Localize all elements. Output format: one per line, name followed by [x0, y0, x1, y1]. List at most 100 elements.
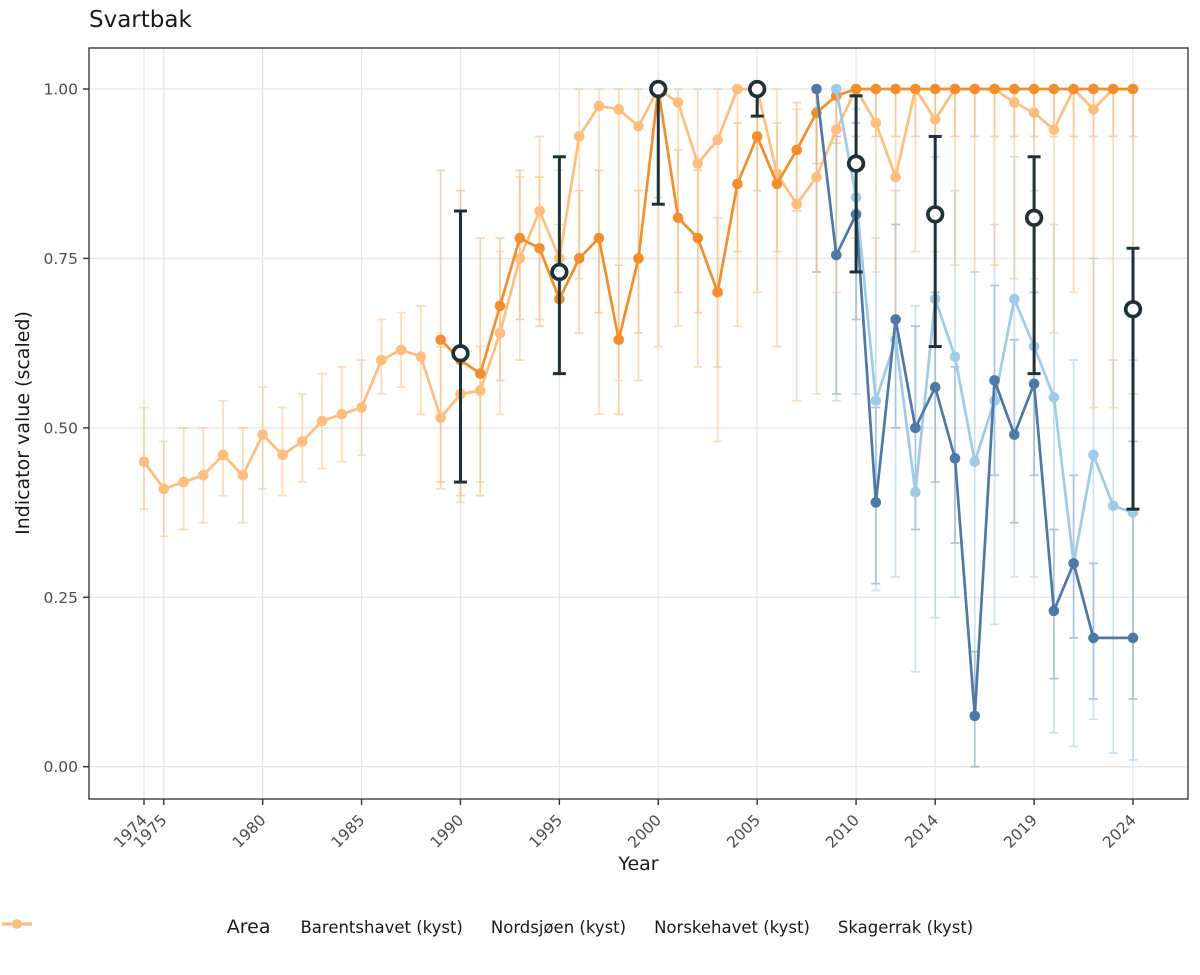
y-axis-title: Indicator value (scaled) — [12, 311, 34, 535]
data-point-skagerrak — [296, 436, 308, 447]
data-point-norskehavet — [1028, 83, 1040, 95]
data-point-skagerrak — [831, 124, 842, 135]
data-point-skagerrak — [1048, 124, 1060, 135]
data-point-norskehavet — [712, 287, 723, 298]
x-tick-label: 2000 — [624, 811, 665, 852]
x-tick-label: 2005 — [723, 811, 764, 852]
data-point-skagerrak — [613, 104, 625, 115]
legend-label-barentshavet: Barentshavet (kyst) — [300, 917, 463, 937]
data-point-skagerrak — [376, 354, 387, 366]
legend-marker-skagerrak — [2, 919, 32, 929]
data-point-norskehavet — [949, 83, 961, 95]
series-line-nordsjoen — [834, 88, 1134, 565]
data-point-skagerrak — [237, 469, 249, 481]
data-point-barentshavet — [1068, 558, 1079, 569]
black-open-circle-point — [1024, 208, 1044, 227]
data-point-skagerrak — [1028, 107, 1040, 119]
data-point-norskehavet — [435, 334, 447, 346]
errorbars-nordsjoen — [831, 88, 1138, 761]
data-point-skagerrak — [277, 449, 288, 461]
y-tick-label: 1.00 — [43, 81, 78, 99]
data-point-norskehavet — [494, 300, 506, 312]
legend-label-skagerrak: Skagerrak (kyst) — [837, 917, 974, 937]
data-point-skagerrak — [257, 429, 268, 440]
black-open-circle-point — [926, 205, 945, 224]
data-point-skagerrak — [672, 97, 684, 108]
series-line-norskehavet — [439, 87, 1133, 375]
black-open-circle-point — [748, 79, 767, 99]
y-tick-label: 0.50 — [43, 419, 78, 437]
data-point-skagerrak — [494, 327, 506, 339]
legend-item-norskehavet: Norskehavet (kyst) — [2, 917, 810, 937]
data-point-norskehavet — [593, 232, 605, 244]
data-point-norskehavet — [613, 334, 625, 346]
data-point-nordsjoen — [1048, 392, 1060, 403]
chart-legend: Area Barentshavet (kyst) Nordsjøen (kyst)… — [0, 916, 1200, 938]
data-point-norskehavet — [1088, 83, 1099, 95]
legend-item-barentshavet: Barentshavet (kyst) — [2, 917, 463, 937]
data-point-skagerrak — [593, 100, 605, 112]
data-point-skagerrak — [395, 344, 407, 356]
x-tick-label: 2014 — [901, 811, 942, 852]
legend-marker-dot — [12, 919, 22, 929]
data-point-skagerrak — [356, 402, 367, 413]
data-point-barentshavet — [870, 497, 882, 508]
data-point-nordsjoen — [1107, 500, 1119, 512]
data-point-barentshavet — [1048, 605, 1060, 617]
data-point-barentshavet — [831, 249, 842, 261]
x-tick-label: 1985 — [328, 811, 369, 852]
data-point-norskehavet — [1009, 83, 1020, 95]
data-point-barentshavet — [1009, 429, 1020, 440]
y-tick-label: 0.00 — [43, 758, 78, 776]
x-tick-label: 2010 — [822, 811, 863, 852]
data-point-skagerrak — [870, 117, 882, 129]
x-tick-label: 1980 — [229, 811, 270, 852]
data-point-skagerrak — [811, 171, 822, 183]
series-line-barentshavet — [815, 88, 1133, 718]
data-point-skagerrak — [712, 134, 723, 146]
y-tick-label: 0.75 — [43, 250, 78, 268]
legend-label-nordsjoen: Nordsjøen (kyst) — [490, 917, 627, 937]
data-point-skagerrak — [791, 198, 803, 210]
panel-border — [88, 47, 1189, 800]
data-point-norskehavet — [1107, 83, 1119, 95]
data-point-skagerrak — [890, 171, 901, 183]
data-point-norskehavet — [514, 232, 526, 244]
data-point-barentshavet — [910, 422, 921, 434]
data-point-skagerrak — [138, 456, 150, 468]
data-point-barentshavet — [969, 710, 981, 722]
data-point-skagerrak — [474, 385, 486, 396]
data-point-norskehavet — [732, 178, 743, 190]
data-point-skagerrak — [316, 415, 328, 427]
black-open-circle-point — [1123, 300, 1143, 319]
data-point-nordsjoen — [910, 486, 921, 498]
data-point-norskehavet — [989, 83, 1000, 95]
data-point-skagerrak — [198, 469, 209, 481]
data-point-norskehavet — [474, 368, 486, 379]
series-barentshavet — [811, 83, 1139, 722]
x-tick-label: 2024 — [1099, 811, 1140, 852]
data-point-nordsjoen — [831, 83, 842, 95]
data-point-norskehavet — [633, 253, 644, 264]
x-axis-title: Year — [618, 853, 659, 875]
data-point-barentshavet — [1088, 632, 1099, 644]
data-point-skagerrak — [158, 483, 170, 495]
black-points-layer — [451, 79, 1143, 511]
data-point-norskehavet — [1048, 83, 1060, 95]
data-point-barentshavet — [1127, 632, 1139, 644]
black-open-circle-point — [550, 262, 569, 282]
data-point-norskehavet — [929, 83, 941, 95]
data-point-norskehavet — [751, 131, 763, 142]
data-point-skagerrak — [435, 412, 447, 423]
data-point-norskehavet — [1127, 83, 1139, 95]
data-point-norskehavet — [791, 144, 803, 156]
data-point-skagerrak — [217, 449, 229, 461]
data-point-skagerrak — [178, 476, 189, 488]
legend-label-norskehavet: Norskehavet (kyst) — [654, 917, 810, 937]
data-point-barentshavet — [1028, 378, 1040, 390]
data-point-barentshavet — [890, 314, 901, 325]
data-point-skagerrak — [573, 131, 585, 142]
x-tick-label: 2019 — [1000, 811, 1041, 852]
x-tick-label: 1990 — [427, 811, 468, 852]
